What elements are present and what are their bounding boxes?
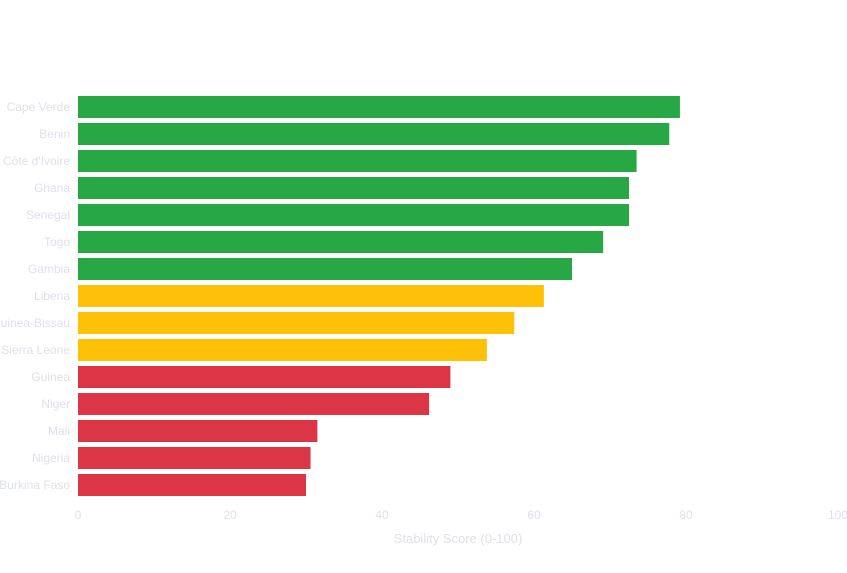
category-label: Togo	[44, 235, 70, 249]
category-label: Guinea	[31, 370, 70, 384]
category-label: Guinea-Bissau	[0, 316, 70, 330]
category-label: Niger	[41, 397, 70, 411]
category-label: Ghana	[34, 181, 70, 195]
category-label: Mali	[48, 424, 70, 438]
category-label: Nigeria	[32, 451, 70, 465]
x-tick-label: 60	[527, 508, 541, 522]
bar-mali	[78, 420, 318, 442]
category-label: Gambia	[28, 262, 70, 276]
bar-liberia	[78, 285, 544, 307]
bar-senegal	[78, 204, 629, 226]
bar-niger	[78, 393, 430, 415]
bar-guinea	[78, 366, 451, 388]
category-label: Côte d'Ivoire	[3, 154, 70, 168]
bar-ghana	[78, 177, 629, 199]
category-label: Cape Verde	[7, 100, 71, 114]
x-axis-title: Stability Score (0-100)	[394, 531, 523, 546]
bar-sierra-leone	[78, 339, 487, 361]
bar-burkina-faso	[78, 474, 306, 496]
bar-cape-verde	[78, 96, 680, 118]
category-label: Liberia	[34, 289, 70, 303]
x-tick-label: 80	[679, 508, 693, 522]
bar-togo	[78, 231, 604, 253]
bar-gambia	[78, 258, 572, 280]
category-label: Sierra Leone	[1, 343, 70, 357]
bar-c-te-d-ivoire	[78, 150, 637, 172]
category-label: Senegal	[26, 208, 70, 222]
x-tick-label: 20	[223, 508, 237, 522]
category-label: Burkina Faso	[0, 478, 70, 492]
x-tick-label: 100	[828, 508, 847, 522]
x-tick-label: 0	[75, 508, 82, 522]
bar-benin	[78, 123, 670, 145]
x-tick-label: 40	[375, 508, 389, 522]
category-label: Benin	[39, 127, 70, 141]
bar-guinea-bissau	[78, 312, 515, 334]
bar-nigeria	[78, 447, 311, 469]
